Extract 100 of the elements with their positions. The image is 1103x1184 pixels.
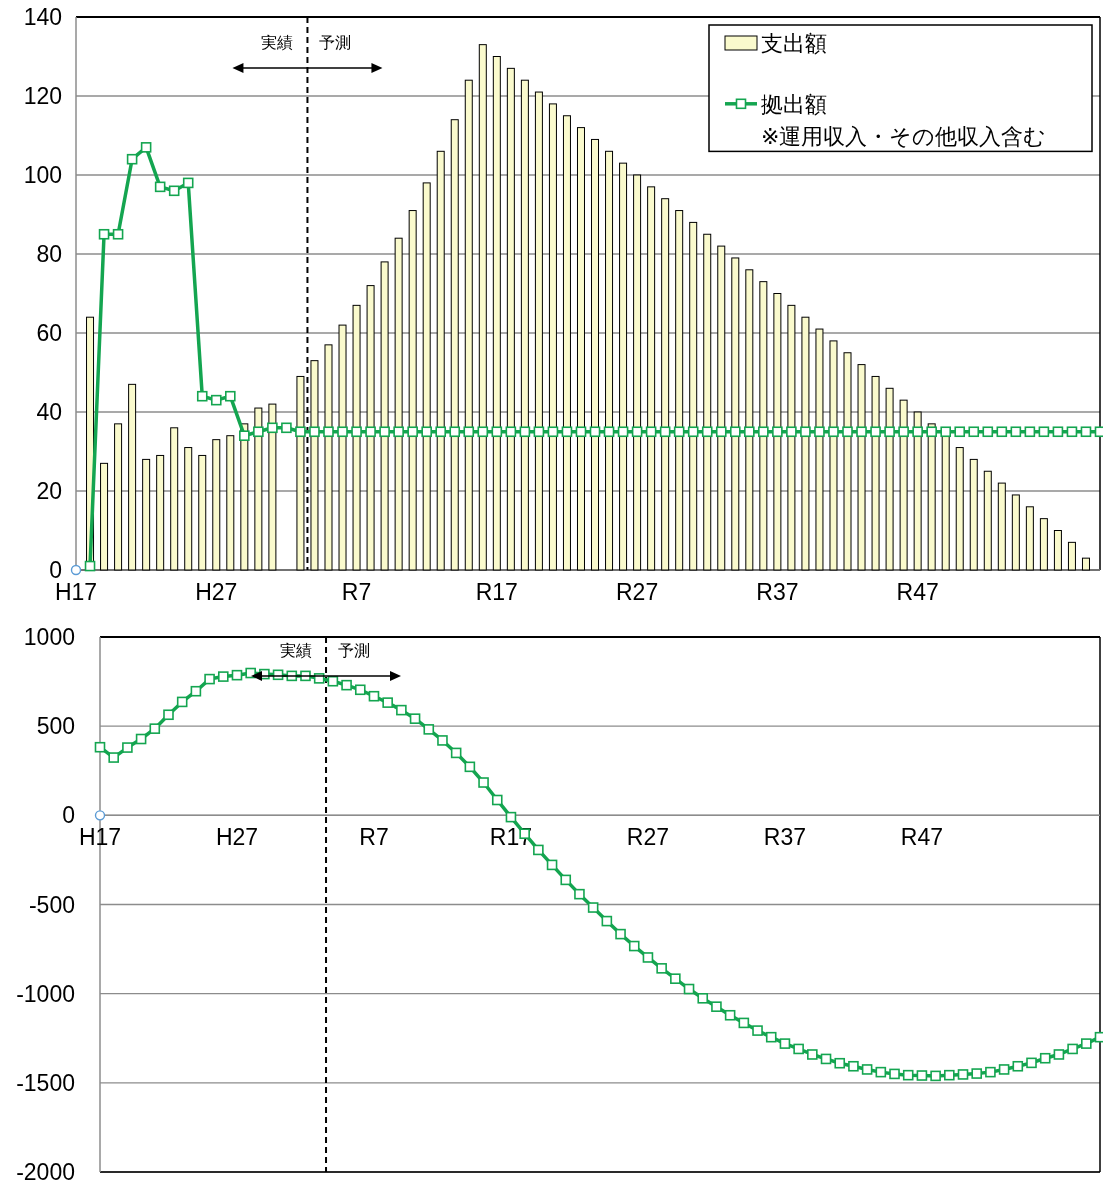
bar (478, 44, 487, 571)
bar (829, 340, 838, 571)
bar (619, 162, 628, 571)
bar (647, 186, 656, 571)
bar (787, 304, 796, 571)
bar (843, 352, 852, 571)
x-tick-label: R17 (475, 579, 518, 605)
bar (394, 237, 403, 571)
bar (366, 285, 375, 571)
bar (170, 427, 179, 571)
x-tick-label: H17 (78, 824, 122, 851)
bar (464, 79, 473, 571)
x-tick-label: R37 (763, 824, 807, 851)
bar (661, 198, 670, 571)
bar (1025, 506, 1034, 571)
bar (268, 403, 277, 571)
x-tick-label: H27 (215, 824, 259, 851)
legend-label: 支出額 (761, 30, 827, 56)
bar (871, 375, 880, 571)
bar (324, 344, 333, 571)
y-tick-label: 80 (36, 241, 62, 267)
bar (422, 182, 431, 571)
bar (100, 462, 109, 571)
bar (815, 328, 824, 571)
y-tick-label: -1500 (16, 1069, 75, 1096)
y-tick-label: -1000 (16, 980, 75, 1007)
bar (128, 383, 137, 571)
bar (773, 293, 782, 571)
annotation: 予測 (338, 642, 371, 659)
bar (114, 423, 123, 571)
bar (352, 304, 361, 571)
bar (520, 79, 529, 571)
bar (717, 245, 726, 571)
bar (997, 482, 1006, 571)
x-tick-label: R27 (615, 579, 659, 605)
bar (1039, 518, 1048, 571)
x-tick-label: R7 (359, 824, 389, 851)
bar (703, 233, 712, 571)
bar (408, 210, 417, 571)
x-tick-label: R37 (756, 579, 799, 605)
x-tick-label: R47 (896, 579, 939, 605)
bar (801, 316, 810, 571)
bar (969, 458, 978, 571)
legend-label: 拠出額 ※運用収入・その他収入含む (761, 91, 1047, 149)
annotation: 実績 (280, 642, 313, 659)
annotation: 予測 (319, 34, 352, 51)
y-tick-label: 0 (62, 802, 75, 829)
bar (198, 454, 207, 571)
x-tick-label: R27 (626, 824, 670, 851)
bar (506, 67, 515, 571)
y-tick-label: 140 (23, 4, 62, 30)
bar (675, 210, 684, 571)
annotation: 実績 (261, 34, 294, 51)
bar (913, 411, 922, 571)
bar (759, 281, 768, 571)
bar (689, 221, 698, 571)
bar (450, 119, 459, 571)
y-tick-label: -2000 (16, 1159, 75, 1184)
y-tick-label: 500 (36, 713, 75, 740)
y-tick-label: 20 (36, 478, 62, 504)
bar (955, 447, 964, 571)
bar (857, 364, 866, 571)
bar (605, 150, 614, 571)
bar (885, 387, 894, 571)
bar (562, 115, 571, 571)
bar (899, 399, 908, 571)
bar (745, 269, 754, 571)
y-tick-label: 100 (23, 162, 62, 188)
bar (436, 150, 445, 571)
bar (240, 423, 249, 571)
bar (380, 261, 389, 571)
bar (927, 423, 936, 571)
bar (338, 324, 347, 571)
bar (310, 360, 319, 571)
bar (492, 56, 501, 571)
bar (212, 439, 221, 571)
x-tick-label: H27 (195, 579, 238, 605)
y-tick-label: 40 (36, 399, 62, 425)
x-tick-label: R47 (900, 824, 944, 851)
bar (731, 257, 740, 571)
bar (226, 435, 235, 571)
bar (184, 447, 193, 571)
bar (1081, 557, 1090, 571)
bar (576, 127, 585, 571)
y-tick-label: 60 (36, 320, 62, 346)
x-tick-label: R7 (341, 579, 372, 605)
bar (156, 454, 165, 571)
y-tick-label: 120 (23, 83, 62, 109)
bar (1067, 541, 1076, 571)
bar (254, 407, 263, 571)
bar (142, 458, 151, 571)
bar (1053, 530, 1062, 571)
bar (633, 174, 642, 571)
bar (548, 103, 557, 571)
bar (1011, 494, 1020, 571)
bar (983, 470, 992, 571)
y-tick-label: -500 (28, 891, 75, 918)
bar (534, 91, 543, 571)
bar (591, 138, 600, 571)
y-tick-label: 1000 (23, 624, 75, 650)
